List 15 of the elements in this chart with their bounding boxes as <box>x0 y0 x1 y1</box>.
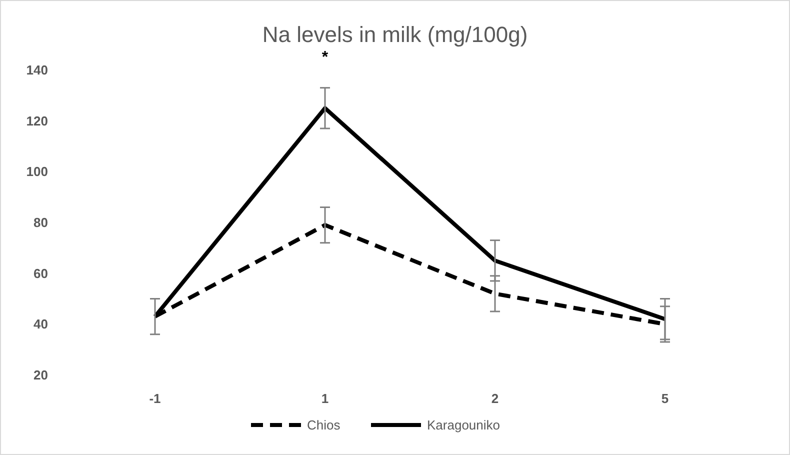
legend-label: Chios <box>307 418 341 433</box>
y-tick-label: 60 <box>34 266 48 281</box>
y-tick-label: 100 <box>26 164 48 180</box>
y-tick-label: 20 <box>34 368 48 383</box>
y-tick-label: 120 <box>26 113 48 128</box>
x-tick-label: 5 <box>661 391 669 406</box>
x-tick-label: 2 <box>491 391 499 406</box>
chart-title: Na levels in milk (mg/100g) <box>262 22 528 47</box>
legend-label: Karagouniko <box>427 418 500 433</box>
y-tick-label: 140 <box>26 62 48 78</box>
text: * <box>322 49 329 66</box>
y-tick-label: 40 <box>34 316 48 332</box>
x-tick-label: 1 <box>321 391 329 406</box>
y-tick-label: 80 <box>34 215 48 230</box>
x-tick-label: -1 <box>149 391 161 406</box>
